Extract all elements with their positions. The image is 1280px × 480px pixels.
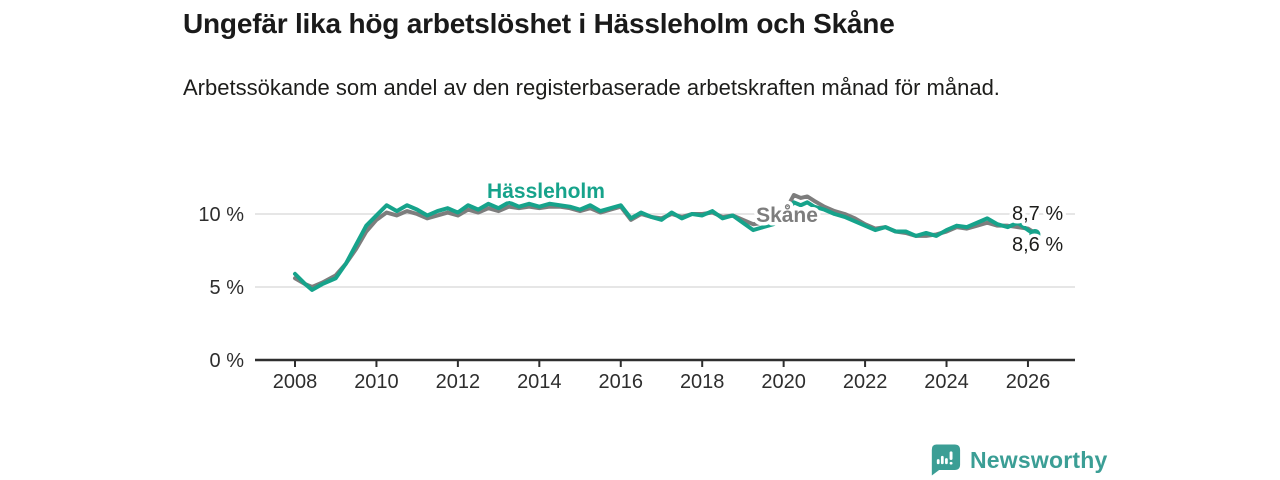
x-tick-label: 2010	[354, 371, 399, 393]
series-label-hassleholm: Hässleholm	[487, 180, 605, 203]
y-tick-label: 0 %	[210, 350, 245, 372]
chart-subtitle: Arbetssökande som andel av den registerb…	[183, 75, 1000, 100]
y-tick-label: 10 %	[198, 204, 244, 226]
x-tick-label: 2026	[1006, 371, 1050, 393]
x-tick-label: 2024	[924, 371, 969, 393]
newsworthy-brand-link[interactable]: Newsworthy	[930, 443, 1107, 477]
series-label-skane: Skåne	[756, 204, 818, 227]
end-value-label-hassleholm: 8,6 %	[1012, 234, 1063, 256]
series-end-dot	[1029, 228, 1041, 240]
end-value-label-skane: 8,7 %	[1012, 203, 1063, 225]
x-tick-label: 2012	[436, 371, 481, 393]
x-tick-label: 2016	[599, 371, 644, 393]
series-line-hssleholm	[293, 200, 1037, 292]
line-chart: 2008 2010 2012 2014 2016 2018 2020 2022 2024 2026…	[198, 177, 1075, 393]
newsworthy-logo-icon	[931, 444, 961, 476]
x-tick-label: 2022	[843, 371, 888, 393]
x-tick-label: 2014	[517, 371, 562, 393]
chart-title: Ungefär lika hög arbetslöshet i Hässleho…	[183, 8, 895, 39]
newsworthy-wordmark: Newsworthy	[970, 446, 1108, 473]
series-line-skne	[293, 193, 1037, 289]
x-tick-label: 2020	[761, 371, 806, 393]
x-tick-label: 2018	[680, 371, 725, 393]
x-tick-label: 2008	[273, 371, 318, 393]
y-tick-label: 5 %	[210, 277, 245, 299]
